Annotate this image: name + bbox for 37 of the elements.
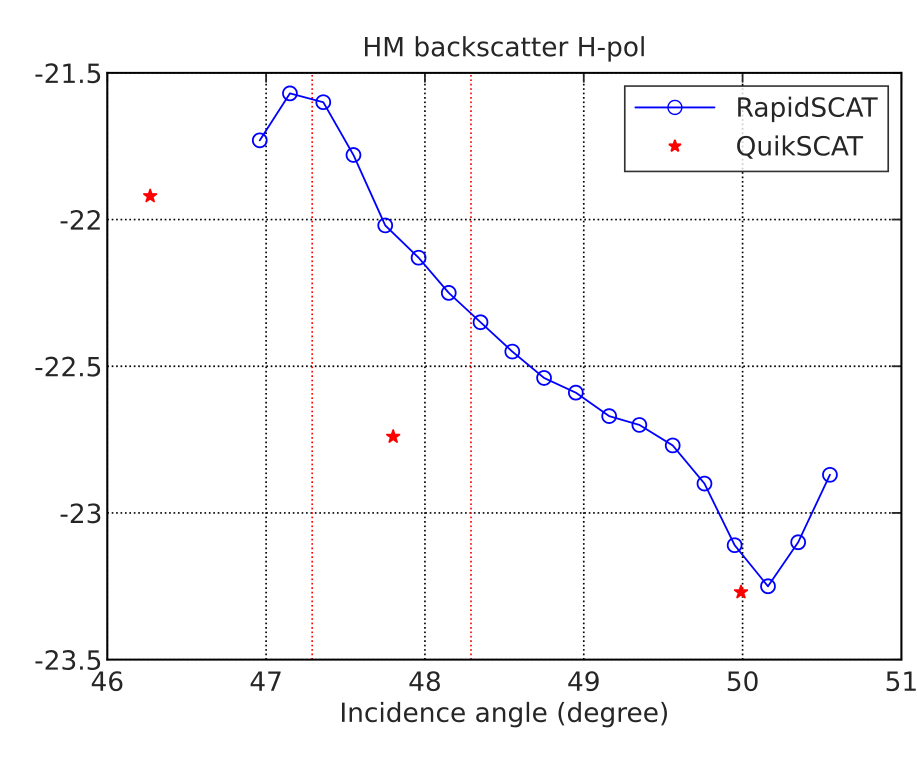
point — [315, 94, 332, 110]
point — [252, 132, 268, 148]
point — [822, 466, 838, 483]
point — [504, 344, 520, 360]
x-tick-label: 51 — [886, 672, 916, 692]
point — [472, 314, 488, 330]
point — [410, 250, 426, 266]
point — [377, 218, 394, 234]
y-tick-label: -21.5 — [35, 63, 100, 84]
point — [536, 370, 552, 386]
point — [632, 417, 648, 433]
legend-label: QuikSCAT — [737, 135, 864, 159]
x-tick-label: 48 — [409, 671, 440, 692]
x-tick-label: 47 — [250, 672, 281, 691]
x-tick-label: 46 — [92, 671, 122, 692]
point — [726, 537, 742, 554]
point — [386, 429, 400, 443]
y-tick-label: -22.5 — [35, 356, 100, 377]
y-tick-label: -22 — [60, 210, 100, 230]
point — [143, 188, 158, 202]
x-axis-title: Incidence angle (degree) — [342, 702, 667, 728]
point — [760, 578, 776, 594]
point — [346, 147, 362, 163]
y-tick-label: -23 — [60, 503, 100, 524]
point — [696, 476, 712, 492]
x-tick-label: 50 — [728, 671, 758, 692]
point — [568, 384, 584, 400]
point — [601, 408, 618, 424]
y-tick-label: -23.5 — [35, 650, 100, 670]
x-tick-label: 49 — [568, 671, 599, 692]
point — [282, 86, 298, 102]
point — [790, 534, 806, 550]
point — [664, 438, 681, 454]
legend-label: RapidSCAT — [738, 96, 878, 122]
point — [734, 584, 748, 598]
chart-title: HM backscatter H-pol — [364, 36, 644, 62]
point — [440, 285, 457, 301]
